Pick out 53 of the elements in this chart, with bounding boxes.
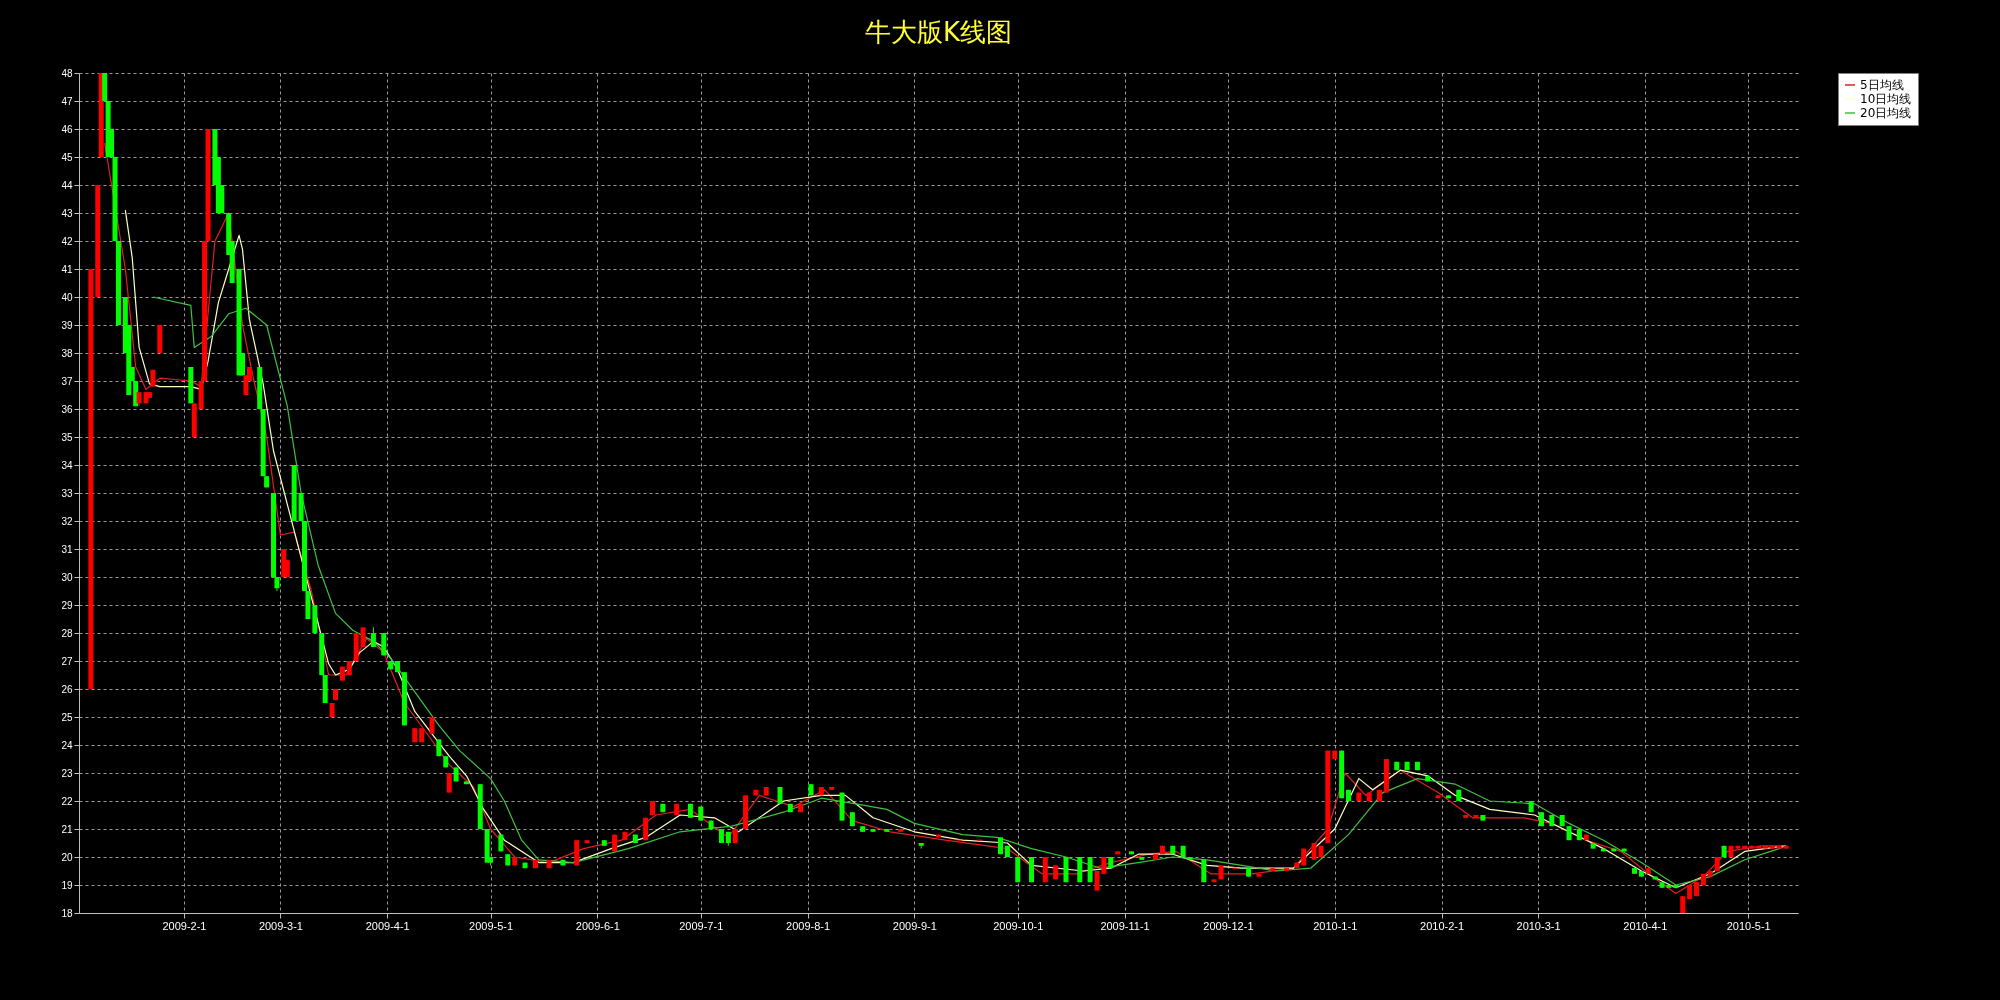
y-tick-label: 19 <box>61 879 73 891</box>
x-tick-label: 2010-3-1 <box>1516 919 1561 932</box>
y-tick-label: 46 <box>61 123 73 135</box>
candlestick <box>446 772 452 794</box>
chart-title: 牛大版K线图 <box>864 17 1013 47</box>
y-tick-label: 20 <box>61 851 73 863</box>
legend-label: 10日均线 <box>1860 92 1912 106</box>
x-tick-label: 2009-9-1 <box>892 919 937 932</box>
y-tick-label: 47 <box>61 95 73 107</box>
x-tick-label: 2010-5-1 <box>1726 919 1771 932</box>
y-tick-label: 30 <box>61 571 73 583</box>
y-tick-label: 44 <box>61 179 73 191</box>
y-tick-label: 26 <box>61 683 73 695</box>
y-tick-label: 36 <box>61 403 73 415</box>
y-tick-label: 48 <box>61 67 73 79</box>
y-tick-label: 39 <box>61 319 73 331</box>
y-tick-label: 22 <box>61 795 73 807</box>
y-tick-label: 31 <box>61 543 73 555</box>
x-tick-label: 2010-1-1 <box>1313 919 1358 932</box>
x-tick-label: 2009-2-1 <box>162 919 207 932</box>
y-tick-label: 24 <box>61 739 73 751</box>
x-tick-label: 2009-5-1 <box>469 919 514 932</box>
x-tick-label: 2009-4-1 <box>365 919 410 932</box>
x-tick-label: 2009-10-1 <box>993 919 1044 932</box>
legend-label: 5日均线 <box>1860 78 1904 92</box>
x-tick-label: 2009-7-1 <box>679 919 724 932</box>
x-tick-label: 2009-6-1 <box>575 919 620 932</box>
y-tick-label: 29 <box>61 599 73 611</box>
y-tick-label: 25 <box>61 711 73 723</box>
x-tick-label: 2009-8-1 <box>786 919 831 932</box>
candlestick <box>1094 870 1100 892</box>
legend-label: 20日均线 <box>1860 106 1912 120</box>
y-tick-label: 34 <box>61 459 73 471</box>
y-tick-label: 41 <box>61 263 73 275</box>
y-tick-label: 21 <box>61 823 73 835</box>
y-tick-label: 28 <box>61 627 73 639</box>
y-tick-label: 23 <box>61 767 73 779</box>
x-tick-label: 2009-12-1 <box>1203 919 1254 932</box>
y-tick-label: 32 <box>61 515 73 527</box>
y-tick-label: 40 <box>61 291 73 303</box>
y-tick-label: 37 <box>61 375 73 387</box>
y-tick-label: 27 <box>61 655 73 667</box>
y-tick-label: 42 <box>61 235 73 247</box>
x-tick-label: 2009-11-1 <box>1100 919 1150 932</box>
y-tick-label: 35 <box>61 431 73 443</box>
x-tick-label: 2010-4-1 <box>1623 919 1668 932</box>
y-tick-label: 18 <box>61 907 73 919</box>
y-tick-label: 43 <box>61 207 73 219</box>
y-tick-label: 45 <box>61 151 73 163</box>
x-tick-label: 2009-3-1 <box>258 919 303 932</box>
x-tick-label: 2010-2-1 <box>1420 919 1465 932</box>
y-tick-label: 33 <box>61 487 73 499</box>
y-tick-label: 38 <box>61 347 73 359</box>
